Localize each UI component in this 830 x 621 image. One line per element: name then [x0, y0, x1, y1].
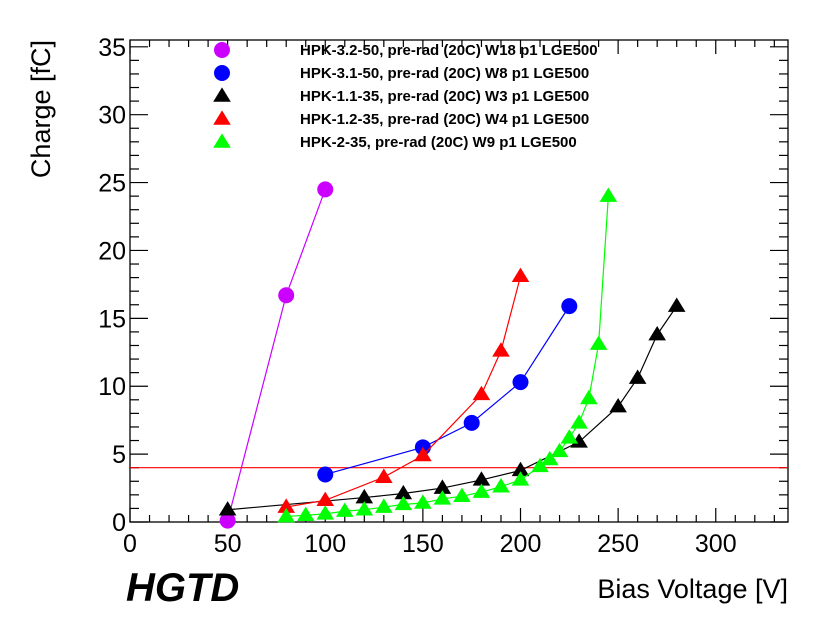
legend-label: HPK-3.2-50, pre-rad (20C) W18 p1 LGE500	[300, 42, 598, 59]
legend-item: HPK-1.2-35, pre-rad (20C) W4 p1 LGE500	[213, 110, 589, 128]
data-point	[511, 267, 530, 283]
data-point	[394, 484, 413, 500]
series-line	[227, 305, 678, 511]
data-point	[492, 478, 510, 493]
series-line	[325, 305, 570, 476]
data-point	[472, 483, 491, 498]
hgtd-logo-text: HGTD	[126, 566, 239, 610]
series-line	[227, 189, 326, 521]
x-tick-label: 200	[500, 530, 542, 558]
data-point	[531, 457, 549, 473]
x-tick-label: 50	[214, 530, 242, 558]
y-axis-title: Charge [fC]	[26, 40, 56, 178]
data-point	[589, 335, 608, 350]
series-group	[218, 181, 686, 529]
legend-label: HPK-2-35, pre-rad (20C) W9 p1 LGE500	[300, 134, 577, 151]
data-point	[433, 490, 452, 505]
y-tick-label: 20	[98, 237, 126, 265]
y-tick-label: 30	[98, 102, 126, 130]
data-point	[550, 442, 569, 458]
data-point	[570, 433, 588, 448]
series-1	[317, 298, 578, 483]
series-4	[277, 187, 618, 523]
y-tick-label: 10	[98, 373, 126, 401]
data-point	[433, 479, 452, 494]
legend-marker	[214, 65, 230, 81]
x-tick-label: 0	[123, 530, 137, 558]
y-tick-label: 5	[112, 441, 126, 469]
data-point	[580, 389, 598, 405]
legend-label: HPK-3.1-50, pre-rad (20C) W8 p1 LGE500	[300, 65, 589, 82]
data-point	[355, 488, 374, 504]
axis-ticks	[129, 40, 788, 523]
data-point	[511, 461, 530, 477]
data-point	[355, 501, 374, 516]
data-point	[414, 494, 432, 509]
data-point	[609, 397, 627, 413]
legend-item: HPK-2-35, pre-rad (20C) W9 p1 LGE500	[213, 133, 577, 151]
legend-label: HPK-1.2-35, pre-rad (20C) W4 p1 LGE500	[300, 111, 589, 128]
data-point	[316, 505, 335, 520]
data-point	[218, 501, 237, 516]
data-point	[316, 491, 335, 507]
data-point	[317, 181, 334, 198]
legend-marker	[213, 110, 231, 125]
data-point	[561, 298, 578, 315]
legend: HPK-3.2-50, pre-rad (20C) W18 p1 LGE500 H…	[213, 42, 598, 151]
data-point	[335, 502, 354, 517]
data-point	[648, 325, 666, 341]
y-tick-label: 0	[112, 509, 126, 537]
x-tick-label: 250	[597, 530, 639, 558]
data-point	[472, 471, 491, 486]
y-tick-label: 35	[98, 34, 126, 62]
data-point	[394, 495, 413, 511]
legend-marker	[213, 87, 231, 102]
y-tick-label: 25	[98, 170, 126, 198]
data-point	[511, 471, 530, 486]
x-tick-label: 100	[304, 530, 346, 558]
plot-frame	[129, 39, 789, 523]
legend-item: HPK-3.2-50, pre-rad (20C) W18 p1 LGE500	[214, 42, 598, 59]
legend-marker	[214, 42, 230, 58]
data-point	[277, 498, 296, 513]
series-2	[218, 297, 686, 516]
data-point	[599, 187, 618, 202]
legend-label: HPK-1.1-35, pre-rad (20C) W3 p1 LGE500	[300, 88, 589, 105]
legend-item: HPK-3.1-50, pre-rad (20C) W8 p1 LGE500	[214, 65, 589, 82]
data-point	[375, 468, 393, 483]
data-point	[296, 506, 315, 521]
x-tick-label: 300	[695, 530, 737, 558]
data-point	[492, 342, 510, 357]
data-point	[219, 512, 236, 529]
y-tick-label: 15	[98, 305, 126, 333]
data-point	[570, 414, 588, 429]
data-point	[512, 374, 529, 391]
data-point	[414, 446, 432, 462]
legend-item: HPK-1.1-35, pre-rad (20C) W3 p1 LGE500	[213, 87, 589, 105]
series-0	[219, 181, 334, 529]
x-axis-title: Bias Voltage [V]	[597, 574, 788, 604]
x-tick-label: 150	[402, 530, 444, 558]
data-point	[667, 297, 686, 312]
data-point	[628, 369, 647, 384]
tick-labels: 0 50 100 150 200 250 300 0 5 10 15 20 25 30 35	[98, 34, 736, 558]
data-point	[277, 507, 296, 523]
series-3	[277, 267, 530, 513]
data-point	[540, 450, 559, 466]
data-point	[472, 385, 491, 401]
data-point	[278, 287, 295, 304]
data-point	[453, 487, 471, 502]
data-point	[560, 429, 579, 444]
data-point	[375, 498, 393, 513]
series-line	[286, 196, 609, 518]
data-point	[317, 466, 334, 483]
data-point	[463, 414, 480, 431]
legend-marker	[213, 133, 231, 148]
